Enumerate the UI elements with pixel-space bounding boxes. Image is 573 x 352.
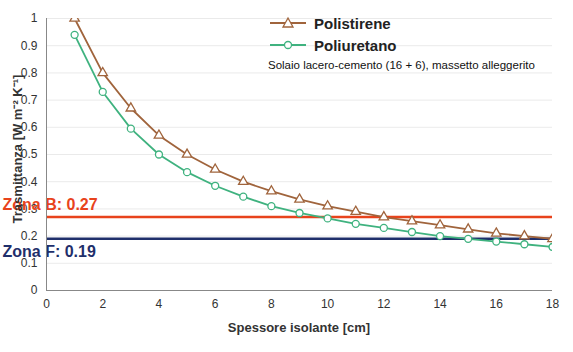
html-text:Solaio lacero-cemento (16 + 6): Solaio lacero-cemento (16 + 6), massetto…: [268, 59, 535, 71]
svg-text:0.8: 0.8: [20, 65, 38, 80]
svg-text:0.4: 0.4: [20, 174, 38, 189]
svg-text:4: 4: [156, 297, 163, 311]
svg-text:0.7: 0.7: [20, 92, 38, 107]
svg-text:Zona B: 0.27: Zona B: 0.27: [2, 196, 98, 214]
svg-text:8: 8: [268, 297, 275, 311]
svg-text:0.1: 0.1: [20, 256, 38, 271]
svg-text:18: 18: [546, 297, 560, 311]
html-text:Trasmittanza [W m⁻² K⁻¹]: Trasmittanza [W m⁻² K⁻¹]: [10, 74, 25, 224]
svg-text:2: 2: [99, 297, 106, 311]
svg-text:0: 0: [43, 297, 50, 311]
svg-text:12: 12: [377, 297, 391, 311]
svg-text:1: 1: [31, 11, 38, 25]
svg-text:0.6: 0.6: [20, 120, 38, 135]
svg-text:0.5: 0.5: [20, 147, 38, 162]
svg-text:0: 0: [31, 283, 38, 297]
svg-text:16: 16: [490, 297, 504, 311]
html-text:Poliuretano: Poliuretano: [314, 36, 397, 54]
svg-text:6: 6: [212, 297, 219, 311]
svg-text:0.9: 0.9: [21, 39, 38, 53]
html-text:Polistirene: Polistirene: [314, 14, 391, 32]
svg-text:Zona F: 0.19: Zona F: 0.19: [3, 243, 96, 260]
svg-text:10: 10: [321, 297, 335, 311]
svg-text:0.2: 0.2: [21, 229, 38, 243]
html-text:Spessore isolante [cm]: Spessore isolante [cm]: [227, 320, 371, 335]
svg-text:14: 14: [433, 297, 447, 311]
